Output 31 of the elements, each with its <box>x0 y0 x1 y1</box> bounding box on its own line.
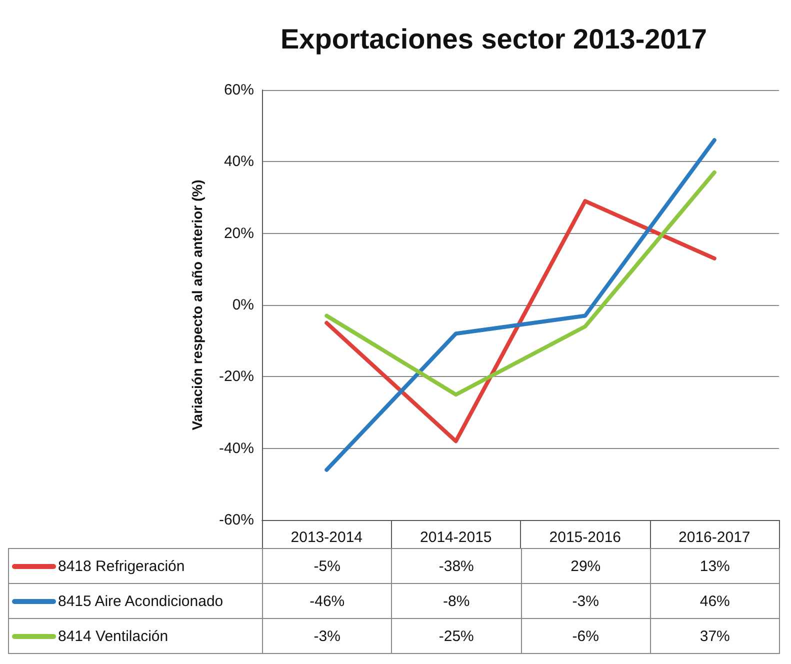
chart-title: Exportaciones sector 2013-2017 <box>280 24 707 54</box>
data-label: 37% <box>650 618 780 654</box>
y-tick-label: -40% <box>218 440 254 457</box>
data-label: 29% <box>521 548 650 584</box>
x-tick-label: 2014-2015 <box>420 529 492 546</box>
data-label: -25% <box>392 618 521 654</box>
y-tick-label: 20% <box>224 224 254 242</box>
data-label: -6% <box>521 618 650 654</box>
x-tick-label: 2016-2017 <box>678 529 750 546</box>
line-series <box>324 138 716 472</box>
legend-label: 8418 Refrigeración <box>58 558 185 574</box>
y-tick-label: -20% <box>218 368 254 386</box>
y-tick-label: 0% <box>232 296 254 314</box>
data-label: -3% <box>262 618 392 654</box>
data-label: -8% <box>392 584 521 618</box>
data-label: -5% <box>262 548 392 584</box>
x-tick-label: 2015-2016 <box>549 529 621 546</box>
legend-label: 8415 Aire Acondicionado <box>58 592 224 610</box>
y-tick-label: 40% <box>224 153 254 170</box>
y-tick-label: 60% <box>224 82 254 98</box>
data-label: -46% <box>262 584 392 618</box>
line-series <box>324 170 716 397</box>
legend-label: 8414 Ventilación <box>58 628 168 644</box>
data-label: -3% <box>521 584 650 618</box>
y-axis-title: Variación respecto al año anterior (%) <box>189 180 205 430</box>
data-label: -38% <box>392 548 521 584</box>
data-label: 46% <box>650 584 780 618</box>
line-series <box>324 199 716 444</box>
y-tick-label: -60% <box>218 512 254 528</box>
x-tick-label: 2013-2014 <box>290 529 362 546</box>
data-label: 13% <box>650 548 780 584</box>
